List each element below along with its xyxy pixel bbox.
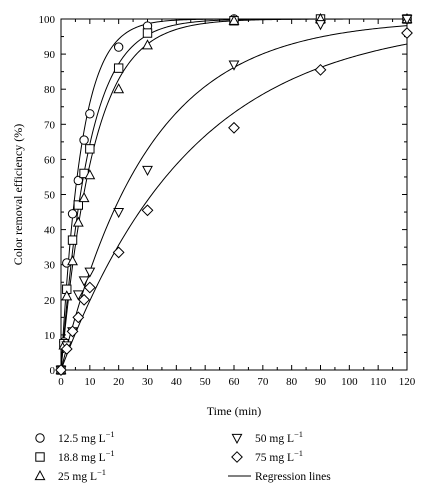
data-point-series-2	[113, 83, 125, 94]
data-point-series-2	[84, 169, 96, 180]
plot-frame	[60, 18, 408, 371]
regression-line-1	[60, 18, 407, 371]
data-point-series-4	[141, 204, 154, 217]
data-point-series-0	[79, 135, 89, 145]
data-point-series-1	[113, 63, 124, 73]
data-point-series-0	[113, 42, 124, 52]
y-tick-label-60: 60	[44, 154, 56, 166]
x-tick-label-60: 60	[229, 376, 241, 388]
x-tick-label-110: 110	[370, 376, 387, 388]
legend: 12.5 mg L−1 18.8 mg L−1 25 mg L−1 50 mg L−1…	[34, 429, 331, 483]
data-point-series-4	[401, 27, 413, 39]
y-tick-label-40: 40	[44, 225, 56, 237]
data-point-series-4	[112, 246, 125, 259]
data-point-series-3	[78, 276, 90, 287]
legend-label-superscript: −1	[106, 448, 115, 458]
x-tick-label-100: 100	[341, 376, 358, 388]
x-tick-label-0: 0	[58, 376, 64, 388]
data-point-series-3	[84, 267, 96, 278]
data-point-series-1	[142, 28, 153, 38]
y-tick-label-90: 90	[44, 49, 56, 61]
data-point-series-2	[78, 191, 90, 203]
x-tick-label-40: 40	[171, 376, 183, 388]
y-tick-label-70: 70	[44, 119, 56, 131]
data-point-series-2	[72, 216, 84, 227]
x-tick-label-30: 30	[142, 376, 154, 388]
data-point-series-4	[55, 364, 67, 376]
legend-marker-3	[231, 433, 243, 445]
y-axis-title: Color removal efficiency (%)	[11, 124, 25, 265]
x-tick-label-50: 50	[200, 376, 212, 388]
regression-line-0	[60, 18, 407, 371]
legend-marker-2	[34, 469, 46, 481]
data-point-series-3	[228, 60, 240, 71]
y-tick-label-100: 100	[39, 14, 56, 26]
legend-label-2: 25 mg L−1	[58, 467, 106, 483]
legend-label-1: 18.8 mg L−1	[58, 448, 115, 464]
data-point-series-0	[85, 109, 95, 119]
legend-label-4: 75 mg L−1	[255, 448, 303, 464]
x-tick-label-10: 10	[84, 376, 96, 388]
data-point-series-3	[401, 14, 413, 26]
legend-label-superscript: −1	[106, 429, 115, 439]
data-point-series-2	[228, 14, 240, 25]
y-tick-label-50: 50	[44, 190, 56, 202]
data-point-series-1	[85, 144, 95, 154]
data-point-series-3	[72, 290, 84, 301]
y-tick-label-10: 10	[44, 330, 56, 342]
data-point-series-4	[83, 281, 96, 294]
data-point-series-3	[113, 207, 125, 219]
data-point-series-0	[67, 209, 78, 219]
data-point-series-4	[60, 343, 73, 355]
x-tick-label-20: 20	[113, 376, 125, 388]
legend-marker-1	[35, 452, 45, 462]
x-tick-label-90: 90	[315, 376, 327, 388]
legend-marker-4	[231, 451, 243, 463]
data-point-series-2	[67, 255, 78, 266]
data-point-series-4	[314, 63, 327, 76]
plot-axes: 0 10 20 30 40 50 60 70 80 90 100 110 120 0 10 20 30 40 50 6…	[39, 14, 416, 388]
data-point-series-1	[67, 235, 78, 245]
x-axis-title: Time (min)	[207, 404, 262, 418]
x-tick-label-70: 70	[257, 376, 269, 388]
data-point-series-4	[78, 293, 90, 306]
data-point-series-4	[66, 325, 79, 338]
x-tick-label-120: 120	[399, 376, 416, 388]
y-tick-label-0: 0	[50, 365, 56, 377]
regression-line-4	[60, 43, 408, 371]
legend-marker-0	[35, 433, 45, 443]
data-point-series-3	[142, 165, 153, 176]
y-tick-label-80: 80	[44, 84, 56, 96]
legend-label-superscript: −1	[294, 429, 303, 439]
data-points	[55, 12, 413, 377]
legend-label-superscript: −1	[97, 467, 106, 477]
data-point-series-4	[228, 121, 240, 134]
legend-label-regression: Regression lines	[255, 471, 331, 483]
y-tick-label-20: 20	[44, 295, 56, 307]
data-point-series-2	[61, 290, 73, 301]
legend-label-0: 12.5 mg L−1	[58, 429, 115, 445]
regression-lines	[60, 18, 408, 371]
x-tick-label-80: 80	[286, 376, 298, 388]
data-point-series-2	[142, 39, 153, 50]
data-point-series-3	[315, 20, 326, 31]
data-point-series-1	[73, 200, 83, 210]
legend-label-3: 50 mg L−1	[255, 429, 303, 445]
data-point-series-0	[73, 175, 84, 186]
regression-line-3	[60, 25, 408, 371]
legend-label-superscript: −1	[294, 448, 303, 458]
y-tick-label-30: 30	[44, 260, 56, 272]
regression-line-2	[60, 18, 407, 371]
data-point-series-4	[72, 311, 85, 324]
